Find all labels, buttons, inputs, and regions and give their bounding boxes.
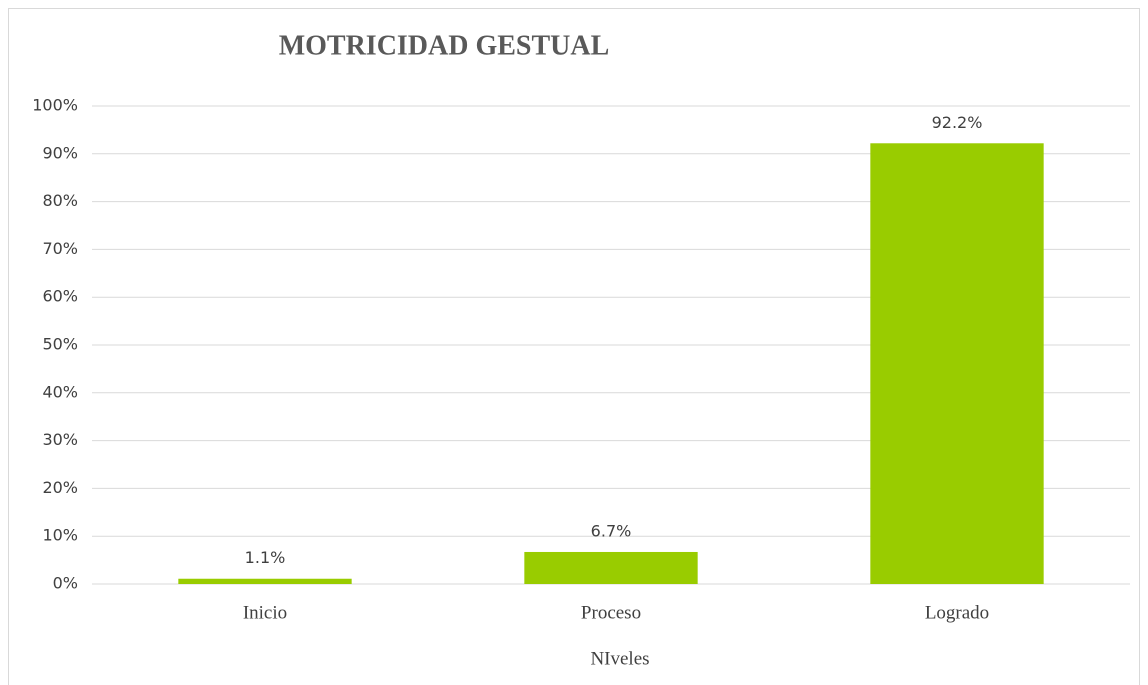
data-label: 6.7% <box>591 521 632 540</box>
bar <box>178 578 352 584</box>
y-tick-label: 80% <box>42 191 78 210</box>
y-tick-label: 0% <box>53 574 78 593</box>
x-tick-label: Proceso <box>581 602 641 623</box>
bar <box>524 551 698 584</box>
data-label: 92.2% <box>932 113 983 132</box>
bar <box>870 143 1044 584</box>
y-tick-label: 40% <box>42 382 78 401</box>
y-tick-label: 60% <box>42 287 78 306</box>
chart-title: MOTRICIDAD GESTUAL <box>279 30 610 61</box>
y-tick-label: 90% <box>42 143 78 162</box>
x-axis-label: NIveles <box>590 648 649 669</box>
y-tick-label: 30% <box>42 430 78 449</box>
x-tick-label: Inicio <box>243 602 287 623</box>
y-tick-label: 20% <box>42 478 78 497</box>
data-label: 1.1% <box>245 548 286 567</box>
y-tick-label: 10% <box>42 526 78 545</box>
y-tick-label: 50% <box>42 335 78 354</box>
y-tick-label: 70% <box>42 239 78 258</box>
x-tick-label: Logrado <box>925 602 989 623</box>
y-tick-label: 100% <box>32 96 78 115</box>
